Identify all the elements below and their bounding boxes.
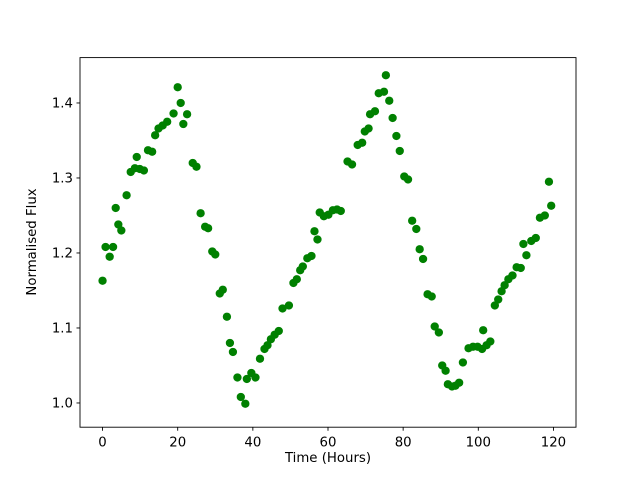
data-point: [176, 98, 185, 108]
data-point: [310, 227, 319, 236]
data-point: [228, 347, 238, 357]
data-point: [101, 242, 110, 252]
data-point: [169, 109, 178, 118]
data-point: [430, 322, 439, 331]
data-point: [196, 209, 205, 218]
data-point: [236, 392, 245, 402]
y-axis: 1.0 1.1 1.2 1.3 1.4: [52, 96, 80, 411]
data-point: [192, 162, 201, 171]
data-point: [544, 177, 554, 186]
x-tick-label: 40: [244, 436, 261, 451]
data-point: [454, 378, 464, 387]
data-point: [284, 301, 294, 310]
data-point: [427, 292, 436, 301]
data-point: [222, 312, 232, 321]
data-point: [108, 242, 118, 252]
data-point: [379, 87, 389, 96]
data-point: [278, 304, 287, 313]
data-point: [415, 245, 424, 254]
x-tick-label: 20: [169, 436, 186, 451]
x-tick-label: 120: [541, 436, 566, 451]
data-point: [251, 373, 260, 382]
x-axis: 0 20 40 60 80 100 120: [98, 427, 566, 451]
data-point: [403, 175, 413, 184]
data-point: [255, 354, 265, 363]
plot-area-border: [79, 57, 577, 428]
data-point: [298, 262, 307, 271]
y-tick-label: 1.3: [52, 171, 73, 186]
data-point: [163, 117, 172, 126]
data-point: [508, 271, 517, 280]
data-point: [139, 166, 149, 175]
data-point: [313, 235, 322, 244]
data-point: [531, 233, 540, 243]
data-point: [412, 224, 421, 234]
data-point: [370, 107, 380, 116]
data-point: [307, 251, 316, 261]
x-tick-label: 60: [320, 436, 337, 451]
data-point: [418, 254, 428, 264]
data-point: [500, 281, 509, 290]
data-point: [336, 206, 345, 216]
data-point: [211, 250, 220, 259]
data-point: [540, 211, 549, 220]
data-point: [179, 119, 188, 129]
data-point: [434, 328, 443, 337]
data-point: [182, 110, 192, 119]
x-tick-label: 100: [466, 436, 491, 451]
y-tick-label: 1.0: [52, 396, 73, 411]
data-point: [486, 337, 495, 346]
y-tick-label: 1.4: [52, 96, 73, 111]
data-point: [225, 338, 235, 348]
data-point: [364, 124, 373, 133]
x-axis-label: Time (Hours): [284, 451, 371, 466]
data-point: [111, 203, 120, 213]
data-point: [479, 326, 488, 335]
data-point: [519, 239, 528, 249]
data-point: [358, 138, 367, 147]
data-point: [395, 146, 404, 156]
data-point: [388, 113, 397, 123]
data-point: [117, 226, 126, 235]
data-point: [233, 373, 242, 382]
data-point: [132, 152, 141, 162]
data-point: [122, 191, 131, 200]
data-point: [274, 326, 283, 336]
data-point: [347, 160, 357, 169]
data-point: [392, 131, 401, 141]
data-point: [203, 224, 213, 233]
scatter-points: [98, 71, 556, 408]
data-point: [105, 252, 114, 261]
data-point: [516, 263, 525, 273]
x-tick-label: 80: [395, 436, 412, 451]
y-tick-label: 1.1: [52, 321, 73, 336]
data-point: [385, 96, 394, 105]
data-point: [148, 147, 157, 156]
data-point: [98, 276, 107, 285]
data-point: [218, 285, 227, 294]
data-point: [241, 399, 250, 408]
data-point: [522, 251, 531, 260]
x-tick-label: 0: [98, 436, 106, 451]
y-tick-label: 1.2: [52, 246, 73, 261]
y-axis-label: Normalised Flux: [25, 188, 40, 295]
data-point: [494, 295, 503, 304]
data-point: [441, 366, 450, 375]
data-point: [547, 201, 556, 210]
data-point: [458, 358, 468, 367]
data-point: [408, 216, 417, 225]
data-point: [242, 374, 251, 384]
data-point: [381, 71, 391, 80]
data-point: [173, 83, 182, 92]
data-point: [151, 131, 160, 140]
data-point: [292, 275, 301, 284]
